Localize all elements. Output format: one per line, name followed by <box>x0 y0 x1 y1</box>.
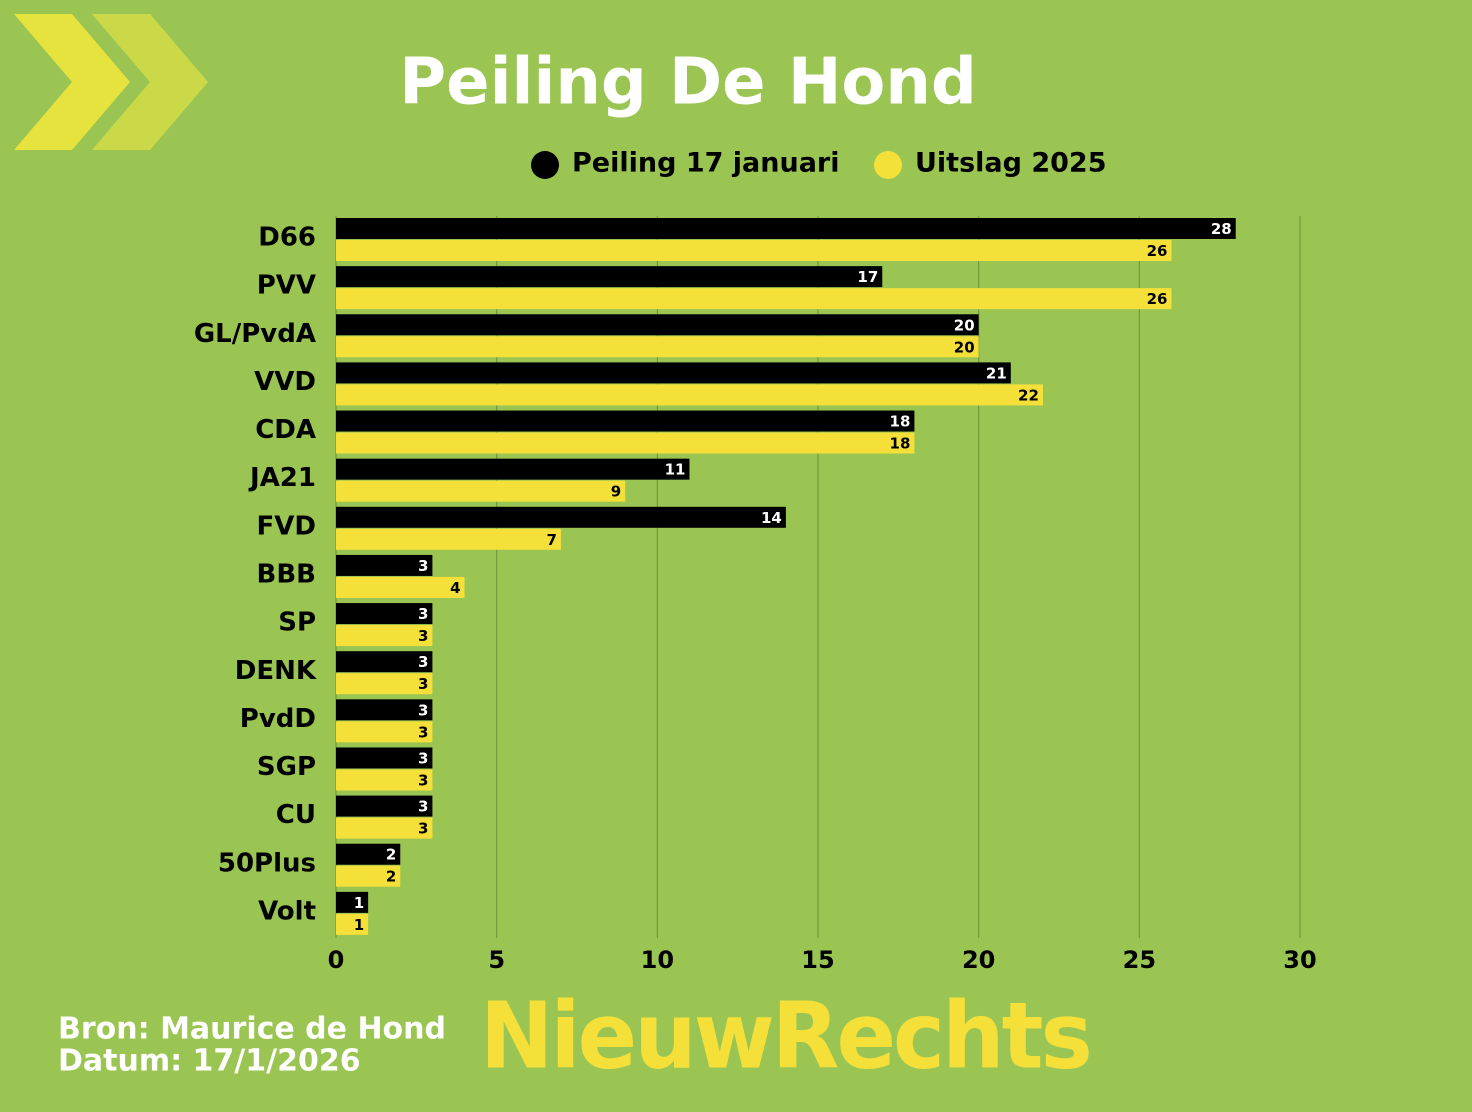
bar <box>336 913 369 935</box>
value-label: 7 <box>546 531 556 549</box>
bar <box>336 266 883 288</box>
value-label: 3 <box>418 653 428 671</box>
value-label: 4 <box>450 579 460 597</box>
value-label: 28 <box>1211 220 1232 238</box>
date: Datum: 17/1/2026 <box>58 1044 361 1079</box>
value-label: 17 <box>857 268 878 286</box>
x-tick-label: 10 <box>641 946 674 974</box>
legend-label: Uitslag 2025 <box>915 148 1107 179</box>
value-label: 11 <box>665 461 686 479</box>
value-label: 20 <box>954 316 975 334</box>
bar <box>336 721 433 743</box>
y-tick-label: BBB <box>257 560 316 590</box>
value-label: 3 <box>418 627 428 645</box>
value-label: 3 <box>418 605 428 623</box>
bar <box>336 480 626 502</box>
bar <box>336 603 433 625</box>
bar <box>336 625 433 647</box>
bar <box>336 362 1011 384</box>
value-label: 1 <box>354 916 364 934</box>
value-label: 3 <box>418 701 428 719</box>
value-label: 20 <box>954 338 975 356</box>
value-label: 14 <box>761 509 782 527</box>
y-tick-label: DENK <box>235 656 317 686</box>
value-label: 3 <box>418 675 428 693</box>
bar <box>336 673 433 695</box>
value-label: 3 <box>418 557 428 575</box>
x-tick-label: 0 <box>328 946 345 974</box>
value-label: 3 <box>418 820 428 838</box>
value-label: 22 <box>1018 386 1039 404</box>
logo: NieuwRechts <box>480 982 1090 1089</box>
source: Bron: Maurice de Hond <box>58 1012 446 1047</box>
bar <box>336 817 433 839</box>
bar <box>336 410 915 432</box>
value-label: 3 <box>418 723 428 741</box>
bar <box>336 576 465 598</box>
bar <box>336 554 433 576</box>
bar <box>336 769 433 791</box>
y-tick-label: CU <box>276 800 316 830</box>
bar <box>336 891 369 913</box>
y-tick-label: PvdD <box>240 704 316 734</box>
x-tick-label: 5 <box>488 946 505 974</box>
bar <box>336 288 1172 310</box>
value-label: 3 <box>418 771 428 789</box>
bar <box>336 432 915 454</box>
bar <box>336 865 401 887</box>
chevron <box>14 14 130 150</box>
bar <box>336 506 786 528</box>
y-tick-label: PVV <box>257 271 316 301</box>
value-label: 21 <box>986 364 1007 382</box>
y-tick-label: VVD <box>254 367 316 397</box>
x-tick-label: 15 <box>801 946 834 974</box>
value-label: 9 <box>611 483 621 501</box>
bar <box>336 651 433 673</box>
bar <box>336 314 979 336</box>
value-label: 26 <box>1147 242 1168 260</box>
bar <box>336 747 433 769</box>
value-label: 3 <box>418 798 428 816</box>
legend-label: Peiling 17 januari <box>572 148 840 179</box>
bar <box>336 699 433 721</box>
y-tick-label: CDA <box>255 415 316 445</box>
chart-title: Peiling De Hond <box>399 46 977 120</box>
y-tick-label: JA21 <box>248 463 316 493</box>
legend-marker <box>874 151 902 179</box>
value-label: 2 <box>386 846 396 864</box>
value-label: 18 <box>890 435 911 453</box>
y-tick-label: D66 <box>258 223 316 253</box>
value-label: 3 <box>418 749 428 767</box>
y-tick-label: FVD <box>257 511 316 541</box>
value-label: 2 <box>386 868 396 886</box>
bar <box>336 795 433 817</box>
value-label: 18 <box>890 413 911 431</box>
y-tick-label: SGP <box>257 752 316 782</box>
y-tick-label: SP <box>278 608 316 638</box>
x-tick-label: 25 <box>1123 946 1156 974</box>
bar <box>336 218 1236 239</box>
y-tick-label: GL/PvdA <box>194 319 316 349</box>
value-label: 1 <box>354 894 364 912</box>
bar <box>336 458 690 480</box>
bar <box>336 528 561 550</box>
bar <box>336 240 1172 261</box>
x-tick-label: 20 <box>962 946 995 974</box>
y-tick-label: Volt <box>258 896 316 926</box>
value-label: 26 <box>1147 290 1168 308</box>
bar <box>336 843 401 865</box>
bar <box>336 384 1043 406</box>
bar <box>336 336 979 358</box>
x-tick-label: 30 <box>1283 946 1316 974</box>
y-tick-label: 50Plus <box>218 848 316 878</box>
chevron <box>92 14 208 150</box>
legend-marker <box>531 151 559 179</box>
